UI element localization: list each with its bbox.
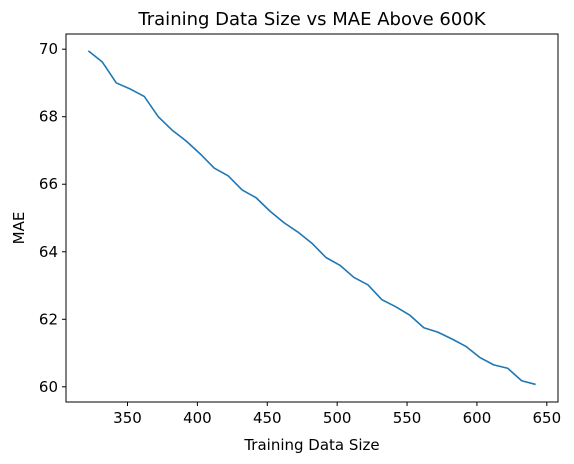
x-tick-label: 500 <box>323 409 352 427</box>
y-tick-label: 68 <box>39 108 58 126</box>
chart-title: Training Data Size vs MAE Above 600K <box>137 9 486 30</box>
y-axis-label: MAE <box>10 212 28 245</box>
x-axis-label: Training Data Size <box>243 436 379 454</box>
y-axis: 60 62 64 66 68 70 <box>39 40 66 396</box>
x-tick-label: 350 <box>113 409 142 427</box>
x-tick-label: 600 <box>463 409 492 427</box>
y-tick-label: 60 <box>39 378 58 396</box>
plot-area <box>65 33 559 403</box>
x-tick-label: 650 <box>532 409 561 427</box>
x-axis: 350 400 450 500 550 600 650 <box>113 402 561 427</box>
x-tick-label: 450 <box>253 409 282 427</box>
x-tick-label: 400 <box>183 409 212 427</box>
y-tick-label: 64 <box>39 243 58 261</box>
plot-frame <box>65 33 559 403</box>
y-tick-label: 66 <box>39 175 58 193</box>
x-tick-label: 550 <box>393 409 422 427</box>
y-tick-label: 70 <box>39 40 58 58</box>
series-line-0 <box>87 50 536 386</box>
y-tick-label: 62 <box>39 310 58 328</box>
